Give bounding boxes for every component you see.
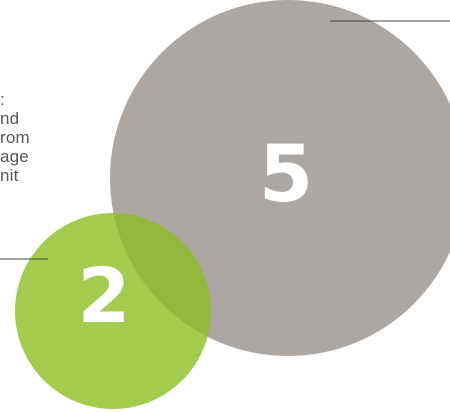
side-text-line: nd xyxy=(0,109,20,128)
large-circle-number: 5 xyxy=(258,130,314,220)
side-text-line: age xyxy=(0,147,29,166)
side-text: : nd rom age nit xyxy=(0,90,110,185)
small-circle-number: 2 xyxy=(77,251,131,340)
side-text-line: nit xyxy=(0,166,19,185)
overlap-region xyxy=(110,213,211,356)
side-text-line: : xyxy=(0,90,5,109)
side-text-line: rom xyxy=(0,128,30,147)
